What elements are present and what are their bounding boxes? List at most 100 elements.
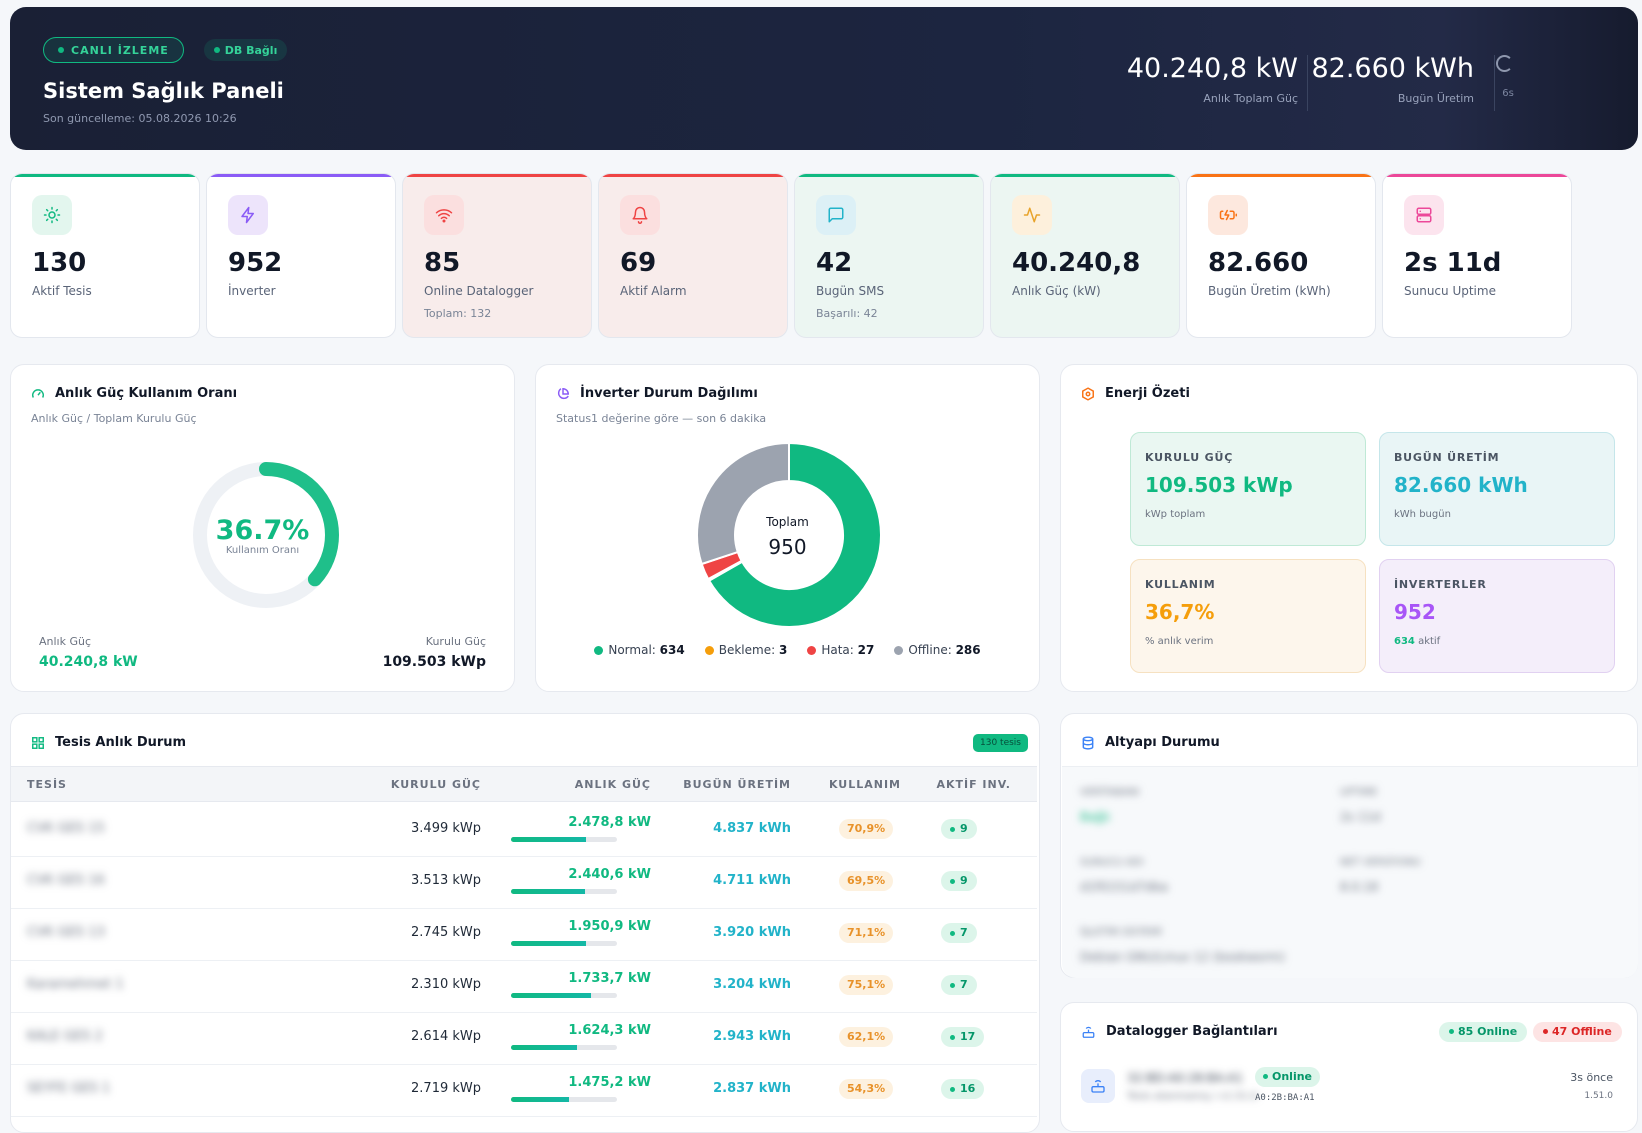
kpi-card-3[interactable]: 85 Online Datalogger Toplam: 132 <box>402 173 592 338</box>
table-row[interactable]: KALE GES 2 2.614 kWp 1.624,3 kW 2.943 kWh 62… <box>11 1011 1037 1065</box>
facility-installed: 2.310 kWp <box>411 977 481 992</box>
datalogger-title-text: Datalogger Bağlantıları <box>1106 1024 1278 1039</box>
kpi-value: 82.660 <box>1208 248 1309 278</box>
facility-usage-bar <box>511 941 617 946</box>
donut-legend: Normal: 634 Bekleme: 3 Hata: 27 Offline:… <box>536 643 1039 657</box>
kpi-label: Online Datalogger <box>424 284 534 298</box>
refresh-timer: 6s <box>1502 88 1514 99</box>
facility-inverter-badge: 9 <box>941 871 977 891</box>
col-facility[interactable]: TESİS <box>27 778 67 791</box>
kpi-card-1[interactable]: 130 Aktif Tesis <box>10 173 200 338</box>
kpi-sub: Toplam: 132 <box>424 307 492 320</box>
infra-net-label: NET VERSİYONU <box>1340 857 1421 868</box>
energy-usage-value: 36,7% <box>1145 600 1215 624</box>
energy-today-title: BUGÜN ÜRETİM <box>1394 451 1500 464</box>
infra-db-label: VERİTABANI <box>1080 787 1140 798</box>
kpi-label: İnverter <box>228 284 276 298</box>
energy-usage-sub: % anlık verim <box>1145 636 1214 647</box>
kpi-accent-bar <box>991 174 1179 177</box>
sun-icon <box>32 195 72 235</box>
kpi-card-8[interactable]: 2s 11d Sunucu Uptime <box>1382 173 1572 338</box>
refresh-spinner-icon[interactable] <box>1496 55 1513 72</box>
table-row[interactable]: SEYFE GES 1 2.719 kWp 1.475,2 kW 2.837 kWh 5… <box>11 1063 1037 1117</box>
facility-usage-bar <box>511 889 617 894</box>
header-total-power-value: 40.240,8 kW <box>1126 53 1298 84</box>
col-power[interactable]: ANLIK GÜÇ <box>574 778 651 791</box>
facility-power: 2.478,8 kW <box>568 815 651 830</box>
facility-name[interactable]: CVK GES 13 <box>27 925 105 940</box>
inverter-dist-card: İnverter Durum Dağılımı Status1 değerine… <box>535 364 1040 692</box>
infra-uptime-value: 2s 11d <box>1340 810 1381 824</box>
col-usage[interactable]: KULLANIM <box>828 778 901 791</box>
usage-card-title: Anlık Güç Kullanım Oranı <box>31 386 237 401</box>
legend-hata: Hata: 27 <box>807 643 874 657</box>
datalogger-title: Datalogger Bağlantıları <box>1081 1024 1278 1039</box>
facility-usage-badge: 70,9% <box>839 819 894 839</box>
table-row[interactable]: CVK GES 16 3.513 kWp 2.440,6 kW 4.711 kWh 69… <box>11 855 1037 909</box>
facility-power: 2.440,6 kW <box>568 867 651 882</box>
facility-installed: 2.745 kWp <box>411 925 481 940</box>
kpi-card-6[interactable]: 40.240,8 Anlık Güç (kW) <box>990 173 1180 338</box>
kpi-card-7[interactable]: 82.660 Bugün Üretim (kWh) <box>1186 173 1376 338</box>
page-title: Sistem Sağlık Paneli <box>43 79 284 103</box>
database-icon <box>1082 735 1094 750</box>
facility-inverter-badge: 16 <box>941 1079 985 1099</box>
gauge-icon <box>32 388 44 398</box>
facility-name[interactable]: SEYFE GES 1 <box>27 1081 111 1096</box>
legend-normal: Normal: 634 <box>594 643 685 657</box>
table-row[interactable]: Karamehmet 1 2.310 kWp 1.733,7 kW 3.204 kWh… <box>11 959 1037 1013</box>
facility-inverter-badge: 7 <box>941 975 977 995</box>
online-count-badge[interactable]: 85 Online <box>1439 1022 1528 1042</box>
kpi-accent-bar <box>1187 174 1375 177</box>
inverter-donut-chart <box>696 441 882 628</box>
col-today[interactable]: BUGÜN ÜRETİM <box>683 778 791 791</box>
donut-slice-offline[interactable] <box>696 441 790 566</box>
facilities-title: Tesis Anlık Durum <box>31 735 186 750</box>
table-row[interactable]: CVK GES 13 2.745 kWp 1.950,9 kW 3.920 kWh 71… <box>11 907 1037 961</box>
facility-name[interactable]: KALE GES 2 <box>27 1029 103 1044</box>
kpi-value: 69 <box>620 248 657 278</box>
facility-today: 2.837 kWh <box>713 1081 791 1096</box>
facility-usage-badge: 62,1% <box>839 1027 894 1047</box>
col-active-inv[interactable]: AKTİF INV. <box>936 778 1011 791</box>
energy-inverters-title: İNVERTERLER <box>1394 578 1487 591</box>
energy-usage-title: KULLANIM <box>1145 578 1216 591</box>
bolt-icon <box>228 195 268 235</box>
facility-installed: 3.513 kWp <box>411 873 481 888</box>
kpi-card-4[interactable]: 69 Aktif Alarm <box>598 173 788 338</box>
facility-usage-bar <box>511 1045 617 1050</box>
table-header: TESİS KURULU GÜÇ ANLIK GÜÇ BUGÜN ÜRETİM … <box>11 766 1037 802</box>
facility-name[interactable]: CVK GES 16 <box>27 873 105 888</box>
kpi-value: 2s 11d <box>1404 248 1502 278</box>
facility-power: 1.475,2 kW <box>568 1075 651 1090</box>
donut-center-label: Toplam <box>766 515 809 529</box>
kpi-card-5[interactable]: 42 Bugün SMS Başarılı: 42 <box>794 173 984 338</box>
datalogger-name: 32:BD:A0:28:BA:A1 <box>1127 1071 1244 1085</box>
table-row[interactable]: CVK GES 15 3.499 kWp 2.478,8 kW 4.837 kWh 70… <box>11 803 1037 857</box>
facility-name[interactable]: CVK GES 15 <box>27 821 105 836</box>
kpi-card-2[interactable]: 952 İnverter <box>206 173 396 338</box>
col-installed[interactable]: KURULU GÜÇ <box>390 778 481 791</box>
usage-subtitle: Anlık Güç / Toplam Kurulu Güç <box>31 412 197 425</box>
kpi-accent-bar <box>1383 174 1571 177</box>
kpi-value: 40.240,8 <box>1012 248 1141 278</box>
offline-count-badge[interactable]: 47 Offline <box>1533 1022 1622 1042</box>
table-scrollbar[interactable] <box>1039 768 1040 796</box>
kpi-label: Aktif Alarm <box>620 284 687 298</box>
kpi-label: Sunucu Uptime <box>1404 284 1496 298</box>
donut-slice-normal[interactable] <box>707 441 882 628</box>
header-banner: CANLI İZLEME DB Bağlı Sistem Sağlık Pane… <box>10 7 1638 150</box>
kpi-accent-bar <box>207 174 395 177</box>
live-monitoring-badge: CANLI İZLEME <box>43 37 184 63</box>
header-divider <box>1494 55 1495 111</box>
infra-uptime-label: UPTIME <box>1340 787 1378 798</box>
usage-gauge <box>193 462 339 608</box>
energy-today-sub: kWh bugün <box>1394 509 1451 520</box>
infra-net-value: 8.0.18 <box>1340 880 1379 894</box>
kpi-accent-bar <box>11 174 199 177</box>
facility-power: 1.733,7 kW <box>568 971 651 986</box>
db-dot-icon <box>213 47 220 53</box>
message-icon <box>816 195 856 235</box>
activity-icon <box>1012 195 1052 235</box>
facility-name[interactable]: Karamehmet 1 <box>27 977 124 992</box>
